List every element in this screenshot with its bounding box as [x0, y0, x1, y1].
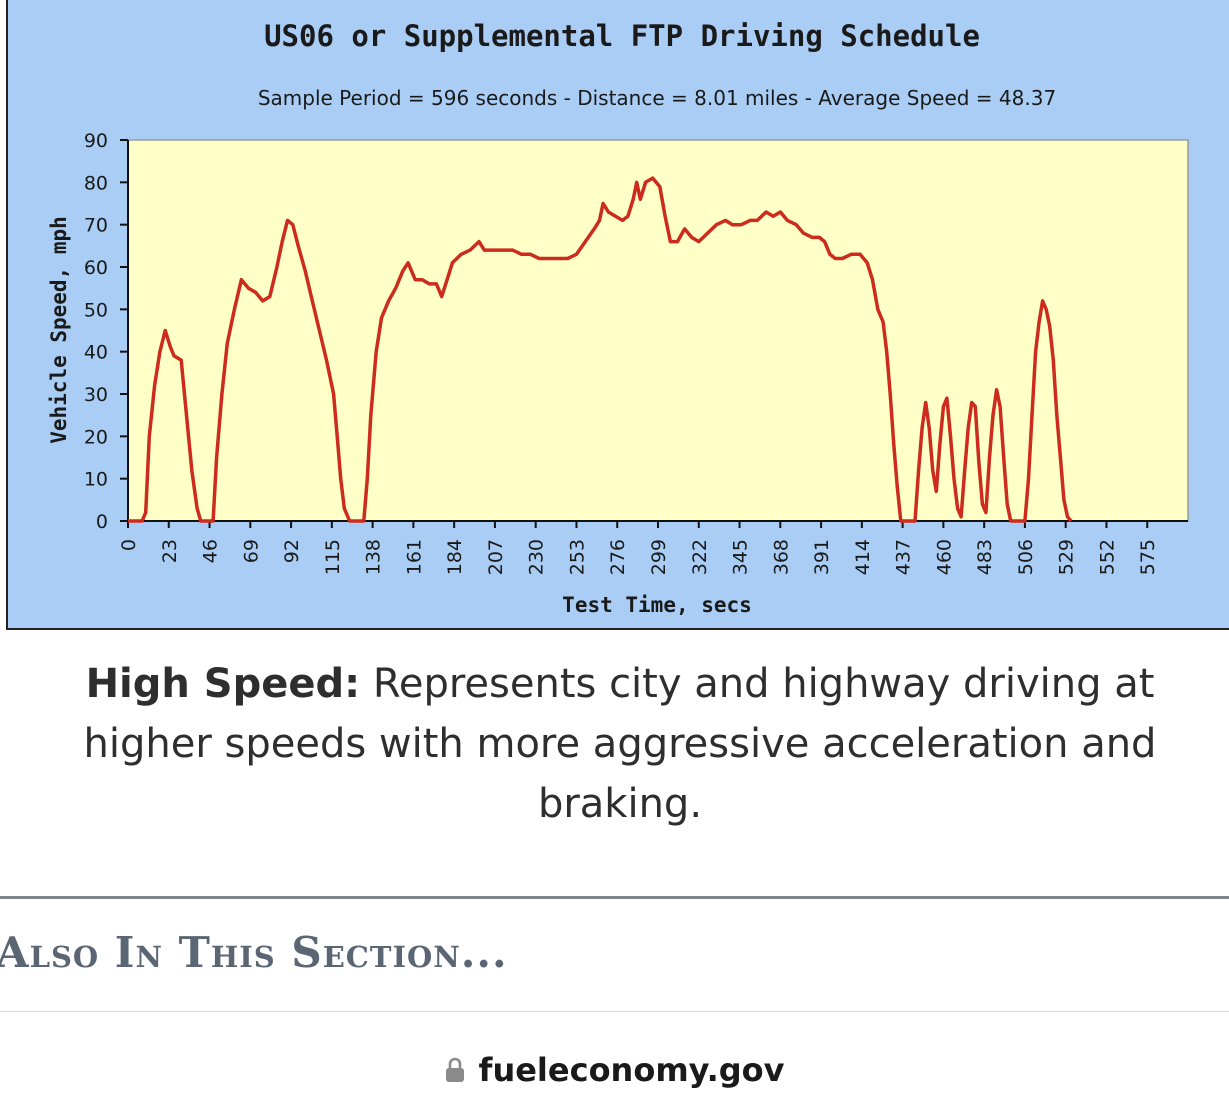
x-tick-label: 460 — [933, 539, 955, 575]
section-divider — [0, 896, 1229, 899]
x-tick-label: 23 — [159, 539, 181, 563]
x-tick-label: 184 — [444, 539, 466, 575]
x-tick-label: 506 — [1015, 539, 1037, 575]
lock-icon — [445, 1057, 464, 1082]
y-axis-ticks: 0 10 20 30 40 50 60 70 80 90 — [84, 130, 128, 533]
chart-panel: US06 or Supplemental FTP Driving Schedul… — [6, 0, 1229, 630]
x-tick-label: 0 — [118, 539, 140, 551]
x-tick-label: 207 — [485, 539, 507, 575]
y-tick-label: 10 — [84, 469, 108, 491]
y-tick-label: 90 — [84, 130, 108, 152]
x-tick-label: 230 — [526, 539, 548, 575]
caption-text: Represents city and highway driving at h… — [83, 661, 1157, 827]
x-tick-label: 368 — [770, 539, 792, 575]
x-tick-label: 529 — [1056, 539, 1078, 575]
plot-area — [127, 139, 1189, 522]
chart-subtitle: Sample Period = 596 seconds - Distance =… — [258, 86, 1056, 110]
y-axis-label: Vehicle Speed, mph — [47, 216, 71, 444]
x-axis-label: Test Time, secs — [562, 593, 752, 617]
x-tick-label: 299 — [648, 539, 670, 575]
x-tick-label: 575 — [1137, 539, 1159, 575]
y-tick-label: 50 — [84, 299, 108, 321]
x-tick-label: 253 — [566, 539, 588, 575]
y-tick-label: 0 — [96, 511, 108, 533]
x-axis-ticks: 0 23 46 69 92 115 138 161 184 207 230 253 276 299 322 3… — [118, 521, 1159, 575]
x-tick-label: 345 — [730, 539, 752, 575]
x-tick-label: 414 — [852, 539, 874, 575]
x-tick-label: 69 — [240, 539, 262, 563]
section-divider-bottom — [0, 1011, 1229, 1012]
x-tick-label: 552 — [1096, 539, 1118, 575]
y-tick-label: 20 — [84, 426, 108, 448]
chart-caption: High Speed: Represents city and highway … — [40, 654, 1200, 834]
x-tick-label: 276 — [607, 539, 629, 575]
x-tick-label: 437 — [893, 539, 915, 575]
y-tick-label: 80 — [84, 172, 108, 194]
caption-lead: High Speed: — [85, 661, 361, 707]
section-heading: Also In This Section... — [0, 928, 508, 977]
browser-address-bar[interactable]: fueleconomy.gov — [0, 1040, 1229, 1100]
y-tick-label: 60 — [84, 257, 108, 279]
speed-chart: US06 or Supplemental FTP Driving Schedul… — [47, 19, 1189, 617]
speed-series-line — [128, 176, 1073, 523]
x-tick-label: 92 — [281, 539, 303, 563]
y-tick-label: 40 — [84, 342, 108, 364]
x-tick-label: 161 — [403, 539, 425, 575]
y-tick-label: 70 — [84, 215, 108, 237]
x-tick-label: 391 — [811, 539, 833, 575]
y-tick-label: 30 — [84, 384, 108, 406]
x-tick-label: 138 — [363, 539, 385, 575]
x-tick-label: 322 — [689, 539, 711, 575]
x-tick-label: 483 — [974, 539, 996, 575]
url-text[interactable]: fueleconomy.gov — [478, 1051, 785, 1089]
x-tick-label: 46 — [200, 539, 222, 563]
x-tick-label: 115 — [322, 539, 344, 575]
chart-title: US06 or Supplemental FTP Driving Schedul… — [264, 19, 980, 53]
